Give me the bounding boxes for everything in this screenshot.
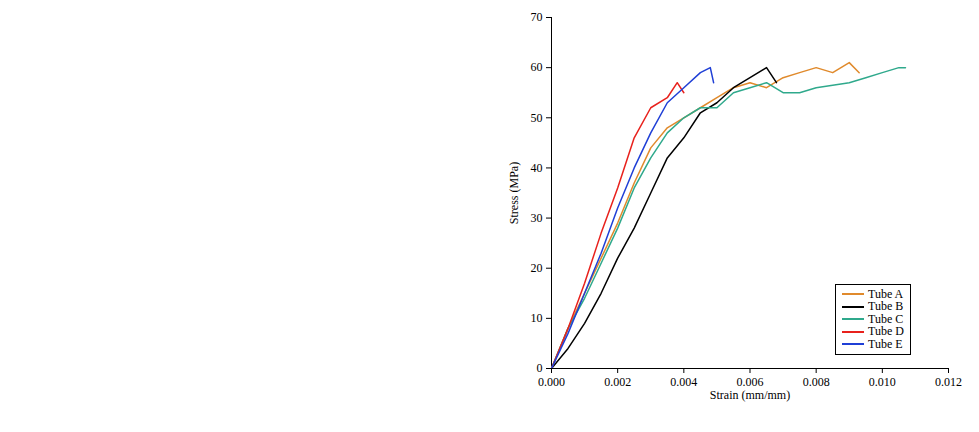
svg-text:0.008: 0.008 [803,375,830,389]
svg-text:60: 60 [531,60,543,74]
svg-text:Strain (mm/mm): Strain (mm/mm) [710,388,790,402]
svg-text:0: 0 [537,361,543,375]
svg-text:30: 30 [531,211,543,225]
svg-text:20: 20 [531,261,543,275]
html-text:Tube A: Tube A [868,286,904,301]
svg-text:50: 50 [531,111,543,125]
svg-text:Stress (MPa): Stress (MPa) [507,162,521,224]
svg-text:0.000: 0.000 [538,375,565,389]
html-text:Tube B: Tube B [868,299,904,314]
svg-text:70: 70 [531,10,543,24]
svg-text:0.004: 0.004 [670,375,697,389]
html-text:Tube D: Tube D [868,324,904,339]
svg-text:10: 10 [531,311,543,325]
svg-text:40: 40 [531,161,543,175]
svg-text:0.010: 0.010 [869,375,896,389]
svg-text:0.006: 0.006 [736,375,764,389]
svg-text:0.012: 0.012 [935,375,962,389]
html-text:Tube C: Tube C [868,311,904,326]
svg-text:0.002: 0.002 [604,375,631,389]
html-text:Tube E: Tube E [868,336,903,351]
